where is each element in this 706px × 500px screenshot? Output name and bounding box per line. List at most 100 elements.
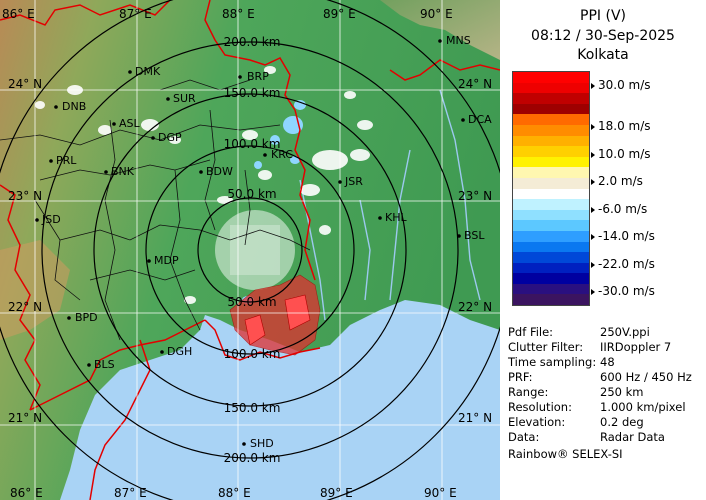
city-marker: PRL [49, 154, 77, 167]
colorbar-segment [513, 93, 589, 104]
svg-text:PRL: PRL [56, 154, 77, 167]
city-marker: BSL [457, 229, 485, 242]
info-key: Resolution: [508, 400, 572, 414]
range-rings [0, 0, 500, 500]
colorbar-label: -22.0 m/s [591, 257, 655, 271]
colorbar-segment [513, 135, 589, 147]
radar-map: 86° E 87° E 88° E 89° E 90° E 86° E 87° … [0, 0, 500, 500]
lon-label-bottom: 89° E [320, 486, 353, 500]
colorbar-segment [513, 156, 589, 168]
info-key: Elevation: [508, 415, 566, 429]
svg-text:JSR: JSR [344, 175, 363, 188]
info-value: 48 [600, 355, 615, 369]
city-marker: KRC [263, 148, 293, 161]
lat-label-left: 22° N [8, 300, 42, 314]
city-marker: DNB [54, 100, 86, 113]
svg-text:BSL: BSL [464, 229, 485, 242]
svg-text:DCA: DCA [468, 113, 492, 126]
city-marker: MDP [147, 254, 179, 267]
river-network [299, 89, 481, 321]
city-marker: BDW [199, 165, 233, 178]
lon-label-top: 87° E [119, 7, 152, 21]
svg-text:DGP: DGP [158, 131, 182, 144]
colorbar-segment [513, 72, 589, 83]
ring-label: 200.0 km [224, 35, 281, 49]
city-marker: JSD [35, 213, 61, 226]
colorbar-segment [513, 262, 589, 274]
colorbar-segment [513, 167, 589, 178]
lat-label-right: 24° N [458, 77, 492, 91]
info-key: PRF: [508, 370, 533, 384]
svg-text:JSD: JSD [41, 213, 61, 226]
latlon-grid [0, 0, 500, 500]
city-marker: JSR [338, 175, 363, 188]
info-value: 600 Hz / 450 Hz [600, 370, 692, 384]
district-borders [0, 79, 311, 341]
city-marker: BRP [238, 70, 269, 83]
svg-text:SHD: SHD [250, 437, 274, 450]
colorbar-segment [513, 146, 589, 157]
info-value: 250 km [600, 385, 644, 399]
info-value: 250V.ppi [600, 325, 650, 339]
colorbar-label: 2.0 m/s [591, 174, 643, 188]
svg-text:SUR: SUR [173, 92, 196, 105]
city-marker: SHD [242, 437, 274, 450]
lat-label-right: 22° N [458, 300, 492, 314]
lat-label-left: 23° N [8, 189, 42, 203]
station-name: Kolkata [577, 47, 629, 63]
city-marker: DMK [128, 65, 161, 78]
ring-label: 150.0 km [224, 86, 281, 100]
svg-text:DMK: DMK [135, 65, 161, 78]
colorbar-segment [513, 230, 589, 242]
colorbar-segment [513, 283, 589, 295]
lon-label-top: 90° E [420, 7, 453, 21]
info-key: Clutter Filter: [508, 340, 584, 354]
info-key: Time sampling: [508, 355, 597, 369]
city-marker: DCA [461, 113, 492, 126]
colorbar-segment [513, 273, 589, 284]
city-marker: BLS [87, 358, 115, 371]
svg-text:BRP: BRP [247, 70, 269, 83]
lat-label-right: 23° N [458, 189, 492, 203]
svg-text:KRC: KRC [271, 148, 293, 161]
red-clutter-echoes [229, 274, 321, 356]
colorbar-segment [513, 114, 589, 125]
info-value: 0.2 deg [600, 415, 644, 429]
lon-label-top: 89° E [323, 7, 356, 21]
city-marker: DGP [151, 131, 182, 144]
ring-label: 50.0 km [227, 295, 276, 309]
ring-label: 100.0 km [224, 137, 281, 151]
north-east-hills [380, 0, 500, 60]
lon-label-top: 88° E [222, 7, 255, 21]
colorbar-segment [513, 188, 589, 200]
colorbar-segment [513, 124, 589, 136]
colorbar-segment [513, 177, 589, 189]
colorbar-segment [513, 220, 589, 231]
colorbar-segment [513, 252, 589, 263]
info-key: Range: [508, 385, 549, 399]
colorbar-label: -6.0 m/s [590, 202, 648, 216]
city-marker: DGH [160, 345, 192, 358]
colorbar-segment [513, 209, 589, 221]
lat-label-left: 24° N [8, 77, 42, 91]
colorbar-label: 18.0 m/s [591, 119, 651, 133]
lon-label-bottom: 88° E [218, 486, 251, 500]
colorbar-label: -30.0 m/s [591, 284, 655, 298]
product-title: PPI (V) [580, 8, 626, 24]
lon-label-bottom: 90° E [424, 486, 457, 500]
info-key: Pdf File: [508, 325, 554, 339]
velocity-colorbar [512, 71, 590, 306]
city-marker: ASL [112, 117, 141, 130]
colorbar-segment [513, 103, 589, 115]
city-marker: KHL [378, 211, 407, 224]
city-marker: BPD [67, 311, 98, 324]
colorbar-label: 30.0 m/s [591, 78, 651, 92]
svg-text:DGH: DGH [167, 345, 192, 358]
info-value: 1.000 km/pixel [600, 400, 686, 414]
svg-text:BLS: BLS [94, 358, 115, 371]
lon-label-bottom: 86° E [10, 486, 43, 500]
ring-label: 150.0 km [224, 401, 281, 415]
colorbar-label: -14.0 m/s [591, 229, 655, 243]
lat-label-right: 21° N [458, 411, 492, 425]
city-marker: BNK [104, 165, 135, 178]
